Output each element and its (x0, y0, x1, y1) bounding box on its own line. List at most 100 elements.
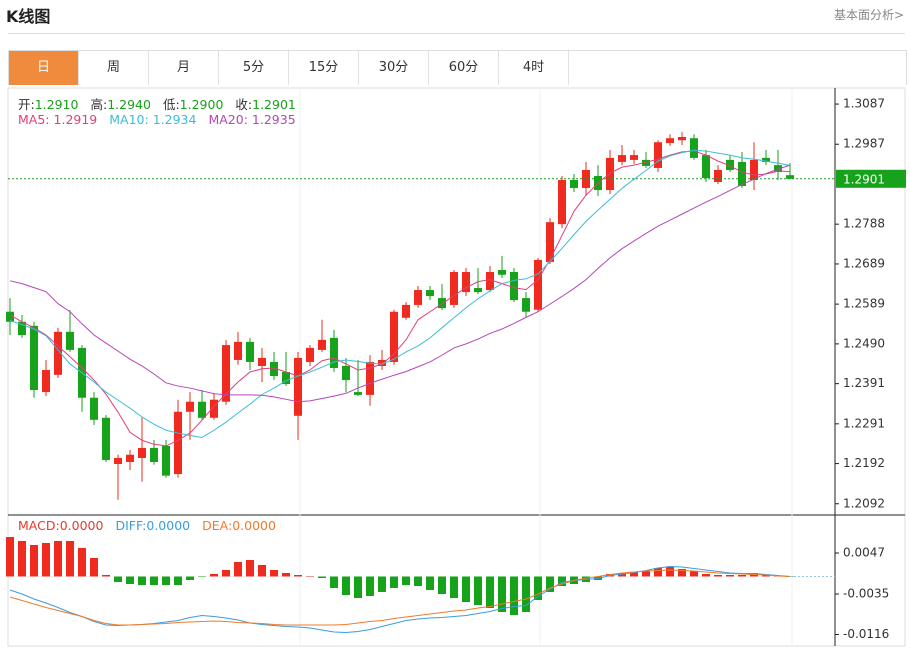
macd-bar (678, 569, 686, 577)
candle-body (198, 401, 206, 418)
y-tick-label: 1.2092 (843, 496, 885, 510)
ma-value: 1.2919 (53, 112, 98, 127)
macd-bar (438, 576, 446, 594)
candle-body (714, 169, 722, 182)
candle-body (342, 365, 350, 381)
candle-body (774, 165, 782, 172)
ohlc-value: 1.2901 (252, 97, 296, 112)
candle-body (522, 298, 530, 312)
macd-bar (114, 576, 122, 582)
candle-body (414, 290, 422, 305)
macd-bar (666, 567, 674, 577)
macd-bar (54, 541, 62, 577)
candle-body (654, 142, 662, 168)
y-tick-label: 0.0047 (843, 546, 885, 560)
ma-name: MA20: (208, 112, 248, 127)
candle-body (762, 157, 770, 162)
y-tick-label: 1.2490 (843, 336, 885, 350)
period-tabs: 日周月 5分 15分 30分 60分 4时 (8, 50, 907, 85)
macd-bar (102, 575, 110, 577)
candle-body (306, 347, 314, 362)
macd-bar (642, 571, 650, 577)
candle-body (258, 357, 266, 366)
macd-bar (354, 576, 362, 598)
macd-bar (210, 574, 218, 577)
macd-bar (654, 568, 662, 577)
divider (8, 33, 905, 34)
macd-name: DEA: (202, 518, 233, 533)
macd-bar (306, 576, 314, 577)
y-tick-label: 1.3087 (843, 97, 885, 111)
period-tab[interactable]: 15分 (289, 51, 359, 85)
macd-bar (762, 575, 770, 577)
candle-body (222, 345, 230, 402)
period-tab[interactable]: 月 (149, 51, 219, 85)
candle-body (630, 155, 638, 160)
candle-body (558, 179, 566, 225)
period-tab[interactable]: 30分 (359, 51, 429, 85)
macd-name: MACD: (18, 518, 60, 533)
period-tab[interactable]: 日 (9, 51, 79, 85)
macd-bar (702, 574, 710, 577)
macd-bar (366, 576, 374, 596)
candle-body (210, 399, 218, 418)
macd-bar (90, 558, 98, 577)
macd-bar (342, 576, 350, 595)
candle-body (606, 157, 614, 191)
ohlc-value: 1.2900 (179, 97, 224, 112)
candle-body (438, 298, 446, 309)
ohlc-name: 收: (235, 97, 253, 112)
macd-value: 0.0000 (232, 518, 276, 533)
candle-body (498, 269, 506, 275)
candle-body (102, 417, 110, 460)
candle-body (426, 290, 434, 297)
ma-value: 1.2935 (251, 112, 296, 127)
period-tab[interactable]: 4时 (499, 51, 569, 85)
period-tab[interactable]: 5分 (219, 51, 289, 85)
candle-body (18, 321, 26, 336)
candle-body (378, 359, 386, 366)
period-tab[interactable]: 周 (79, 51, 149, 85)
candle-body (6, 311, 14, 322)
period-tab[interactable]: 60分 (429, 51, 499, 85)
ma-info: MA5: 1.2919 MA10: 1.2934 MA20: 1.2935 (18, 112, 308, 127)
candle-body (750, 159, 758, 180)
macd-bar (258, 565, 266, 577)
candle-body (270, 361, 278, 377)
page-title: K线图 (6, 7, 51, 26)
last-price-label: 1.2901 (843, 172, 885, 186)
macd-name: DIFF: (115, 518, 147, 533)
macd-value: 0.0000 (59, 518, 104, 533)
macd-bar (474, 576, 482, 605)
candle-body (30, 325, 38, 391)
macd-bar (138, 576, 146, 585)
candle-body (618, 155, 626, 162)
macd-bar (174, 576, 182, 585)
macd-bar (330, 576, 338, 588)
y-tick-label: 1.2689 (843, 256, 885, 270)
ohlc-item: 低:1.2900 (163, 97, 229, 112)
ohlc-item: 开:1.2910 (18, 97, 84, 112)
macd-bar (30, 545, 38, 577)
macd-line (9, 569, 791, 626)
candle-body (66, 331, 74, 350)
macd-bar (6, 537, 14, 577)
macd-bar (78, 548, 86, 577)
candle-body (570, 179, 578, 189)
macd-bar (690, 571, 698, 577)
candle-body (126, 454, 134, 462)
macd-bar (198, 576, 206, 577)
fundamental-link[interactable]: 基本面分析> (833, 8, 904, 22)
macd-bar (486, 576, 494, 608)
candle-body (678, 137, 686, 141)
candle-body (318, 339, 326, 350)
y-tick-label: 1.2589 (843, 297, 885, 311)
macd-bar (66, 541, 74, 577)
macd-bar (246, 560, 254, 577)
candle-body (738, 161, 746, 187)
ma-line (9, 149, 791, 438)
candle-body (786, 175, 794, 179)
candle-body (546, 222, 554, 262)
